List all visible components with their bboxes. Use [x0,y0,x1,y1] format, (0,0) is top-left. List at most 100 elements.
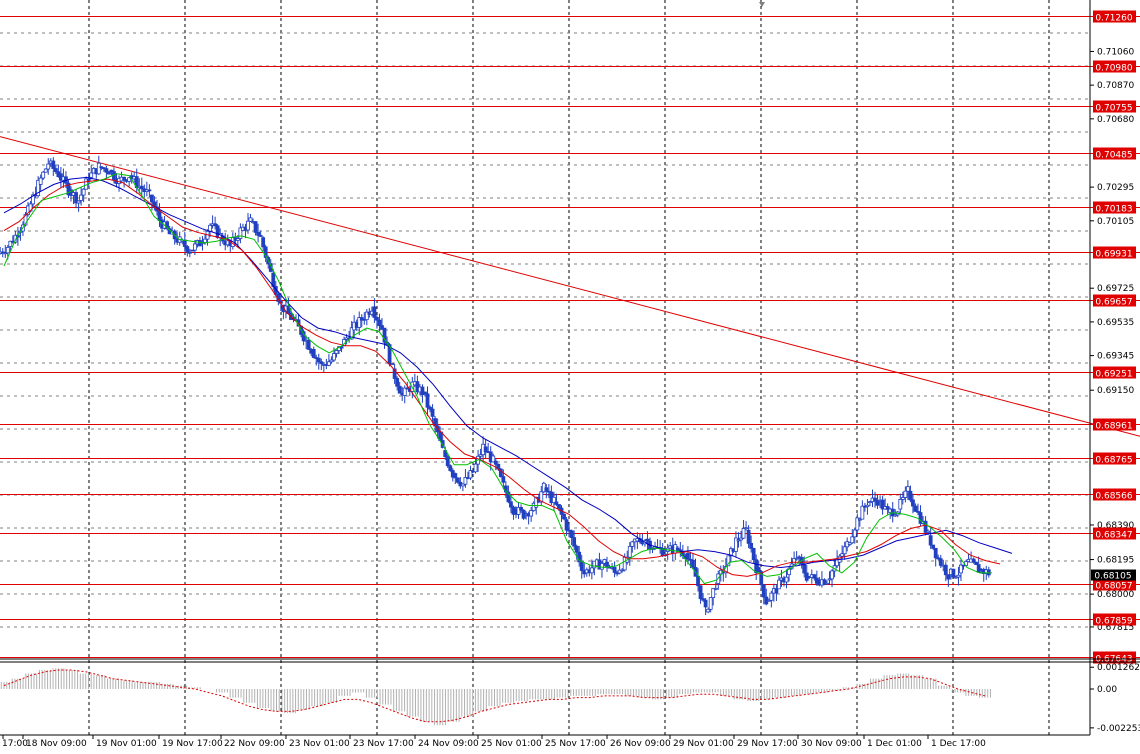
candle-body [8,240,13,247]
ma-fast-line [3,173,992,585]
candle-body [326,361,331,366]
candle-body [516,507,521,515]
candle-body [827,578,832,581]
candle-body [911,499,915,507]
level-badge [1093,246,1136,259]
level-badge [1093,10,1136,23]
time-tick-label: 19 Nov 01:00 [96,739,157,749]
candle-body [711,588,716,598]
candle-body [630,541,635,547]
candle-body [127,177,132,182]
candle-body [332,353,336,361]
candle-body [769,592,774,601]
candle-body [913,505,918,512]
candle-body [261,237,266,248]
candle-body [208,224,212,232]
candle-body [893,514,898,517]
level-badge [1093,147,1136,160]
candle-body [777,579,781,590]
candle-body [926,530,931,533]
candle-body [109,169,114,173]
candle-body [938,558,943,566]
candle-body [579,561,584,571]
candle-body [139,185,144,190]
oscillator-signal-line [3,669,986,723]
candle-body [880,499,885,510]
candle-body [822,579,827,585]
current-price-label: 0.68105 [1094,572,1131,582]
candle-body [726,555,731,567]
trendline[interactable] [0,136,1140,437]
candle-body [79,194,84,201]
level-label: 0.70980 [1095,64,1132,74]
candle-body [812,574,817,579]
candle-body [107,171,111,175]
candle-body [104,168,109,173]
candle-body [759,571,764,586]
time-tick-label: 22 Nov 09:00 [224,739,285,749]
candle-body [564,519,569,531]
candle-body [498,468,503,477]
candle-body [557,504,561,509]
candle-body [306,339,311,350]
candle-body [425,393,430,408]
time-tick-label: 26 Nov 09:00 [610,739,671,749]
time-tick-label: 23 Nov 01:00 [289,739,350,749]
candle-body [943,564,948,576]
candle-body [402,387,407,396]
candle-body [855,517,860,531]
level-badge [1093,418,1136,431]
candle-body [190,249,195,252]
level-badge [1093,60,1136,73]
level-badge [1093,294,1136,307]
candle-body [455,477,460,483]
candle-body [460,483,465,487]
candle-body [946,574,951,580]
candle-body [554,501,559,505]
candle-body [703,599,708,608]
candle-body [253,221,258,233]
candle-body [620,569,625,572]
candle-body [698,585,703,600]
candle-body [501,476,506,483]
candle-body [311,348,316,358]
time-tick-label: 25 Nov 17:00 [545,739,606,749]
candle-body [192,243,197,251]
time-tick-label: 19 Nov 17:00 [162,739,223,749]
candle-body [213,223,218,227]
candle-body [857,518,862,521]
chart-shift-marker[interactable] [759,2,765,7]
price-tick-label: 0.71060 [1097,47,1134,57]
candle-body [392,368,397,379]
candle-body [423,391,427,395]
candle-body [382,327,387,343]
candle-body [473,463,478,473]
candle-body [905,486,910,492]
candle-body [574,545,579,553]
candle-body [440,440,445,448]
osc-tick-label: 0.001262 [1097,663,1140,673]
level-badge [1093,527,1136,540]
candle-body [66,182,71,196]
candle-body [46,163,51,170]
level-badge [1093,651,1136,664]
candle-body [916,510,920,513]
candle-body [372,306,377,318]
candle-body [931,544,936,549]
candle-body [96,162,101,175]
level-badge [1093,452,1136,465]
candle-body [860,505,865,520]
candle-body [31,194,35,205]
candle-body [395,378,400,387]
candle-body [847,542,852,545]
level-badge [1093,578,1136,591]
level-label: 0.68765 [1095,456,1132,466]
candle-body [258,234,263,237]
candle-body [850,536,855,544]
candle-body [645,538,650,542]
candle-body [150,194,154,203]
candle-body [53,168,58,173]
support-resistance-levels[interactable] [0,16,1140,658]
